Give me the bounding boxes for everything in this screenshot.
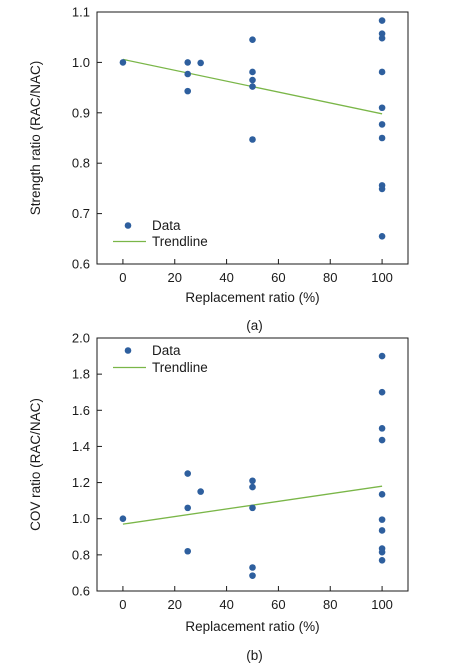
x-axis-label: Replacement ratio (%): [185, 290, 319, 305]
y-tick-label: 1.8: [72, 367, 90, 382]
data-point: [378, 121, 386, 128]
x-tick-label: 80: [323, 270, 337, 285]
data-point: [378, 491, 386, 498]
data-point: [249, 572, 256, 579]
data-point: [378, 30, 386, 37]
chart-panel-a: 0 20 40 60 80 100 0.6 0.7 0.8 0.9 1.0 1.1 Replacemen…: [28, 5, 409, 333]
y-tick-label: 0.6: [72, 257, 90, 272]
y-tick-label: 1.6: [72, 403, 90, 418]
y-tick-label: 0.8: [72, 156, 90, 171]
data-point: [184, 470, 192, 477]
y-tick-label: 1.2: [72, 475, 90, 490]
data-point: [378, 556, 386, 564]
data-point: [378, 388, 386, 396]
y-tick-label: 1.0: [72, 55, 90, 70]
data-point: [119, 59, 127, 66]
data-point: [378, 134, 386, 142]
data-point: [378, 548, 386, 556]
data-point: [249, 477, 256, 485]
x-tick-label: 0: [119, 270, 126, 285]
x-tick-label: 20: [168, 597, 182, 612]
y-tick-label: 1.4: [72, 439, 90, 454]
data-point: [249, 483, 256, 491]
data-point: [378, 68, 386, 76]
y-tick-label: 0.8: [72, 547, 90, 562]
x-tick-label: 60: [271, 270, 285, 285]
data-point: [249, 83, 256, 90]
data-point: [378, 527, 386, 534]
x-tick-label: 0: [119, 597, 126, 612]
y-tick-label: 0.9: [72, 105, 90, 120]
data-point: [249, 36, 256, 44]
data-point: [184, 59, 192, 66]
x-tick-label: 100: [371, 597, 393, 612]
legend-label-data: Data: [152, 343, 181, 358]
chart-panel-b: 0 20 40 60 80 100 0.6 0.8 1.0 1.2 1.4 1.6 1.8 2.0 Repl…: [28, 331, 409, 663]
panel-label: (b): [246, 648, 263, 663]
legend-label-trendline: Trendline: [152, 234, 208, 249]
data-point: [378, 425, 386, 432]
data-point: [184, 504, 192, 512]
data-point: [249, 136, 256, 143]
data-point: [378, 232, 386, 240]
legend-marker-data: [124, 222, 132, 229]
data-point: [184, 70, 192, 78]
x-tick-label: 100: [371, 270, 393, 285]
x-tick-label: 60: [271, 597, 285, 612]
data-point: [249, 564, 256, 571]
legend-marker-data: [124, 347, 132, 354]
data-point: [184, 547, 192, 555]
data-point: [197, 59, 204, 67]
x-tick-label: 20: [168, 270, 182, 285]
legend-label-trendline: Trendline: [152, 360, 208, 375]
y-tick-label: 1.1: [72, 5, 90, 20]
y-axis-label: COV ratio (RAC/NAC): [28, 398, 43, 531]
data-point: [378, 436, 386, 444]
legend-label-data: Data: [152, 218, 181, 233]
y-tick-label: 2.0: [72, 331, 90, 346]
x-tick-label: 80: [323, 597, 337, 612]
data-point: [378, 185, 386, 193]
data-point: [378, 516, 386, 523]
data-point: [249, 76, 256, 84]
y-tick-label: 0.6: [72, 584, 90, 599]
plot-frame: [96, 337, 409, 592]
data-point: [197, 488, 204, 495]
y-tick-label: 1.0: [72, 511, 90, 526]
data-point: [378, 17, 386, 24]
x-tick-label: 40: [219, 270, 233, 285]
data-point: [249, 504, 256, 512]
data-point: [184, 87, 192, 95]
data-point: [378, 352, 386, 360]
x-axis-label: Replacement ratio (%): [185, 619, 319, 634]
data-point: [119, 515, 127, 523]
plot-frame: [96, 11, 409, 265]
y-axis-label: Strength ratio (RAC/NAC): [28, 61, 43, 216]
legend: Data Trendline: [113, 343, 208, 375]
data-point: [378, 34, 386, 42]
data-point: [378, 104, 386, 112]
data-point: [249, 68, 256, 76]
x-tick-label: 40: [219, 597, 233, 612]
y-tick-label: 0.7: [72, 206, 90, 221]
panel-label: (a): [246, 318, 263, 333]
